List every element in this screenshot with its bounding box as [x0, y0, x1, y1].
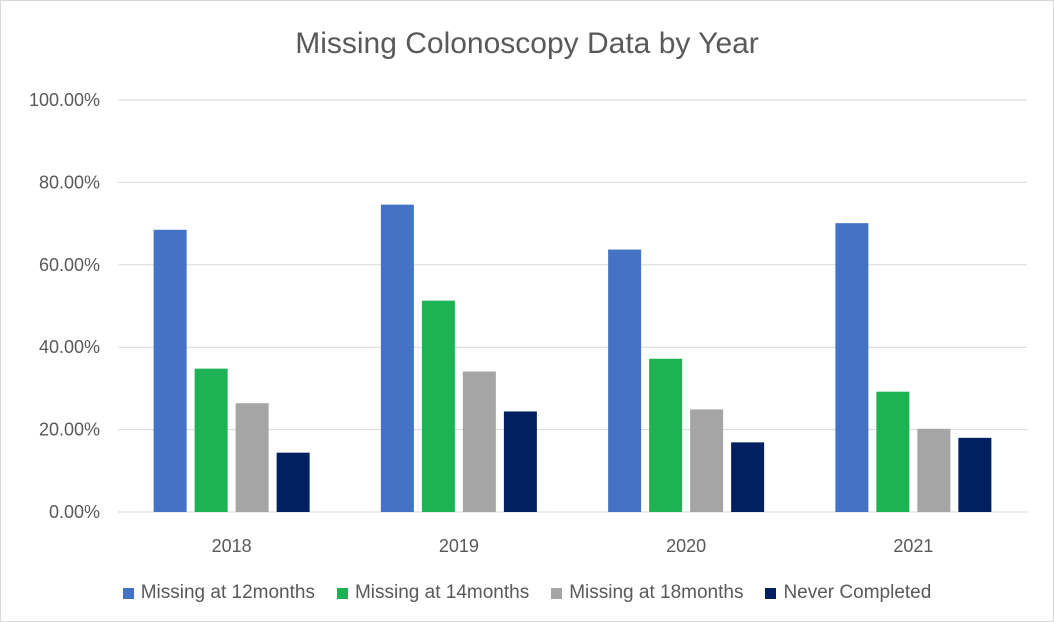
bar [876, 391, 910, 512]
legend-swatch [765, 587, 777, 599]
bar [276, 452, 310, 512]
x-tick-label: 2020 [666, 536, 706, 556]
legend-label: Missing at 14months [354, 582, 530, 603]
legend-item: Missing at 12months [122, 582, 315, 604]
y-tick-label: 80.00% [39, 172, 100, 192]
x-tick-label: 2021 [893, 536, 933, 556]
legend-label: Never Completed [783, 582, 932, 603]
legend-swatch [122, 587, 134, 599]
x-tick-label: 2018 [212, 536, 252, 556]
bar [503, 411, 537, 512]
y-tick-label: 40.00% [39, 337, 100, 357]
bar [462, 371, 496, 512]
bar [194, 368, 228, 512]
chart-legend: Missing at 12months Missing at 14months Mi… [0, 582, 1054, 604]
bar [608, 249, 642, 512]
bar [958, 437, 992, 512]
chart-title: Missing Colonoscopy Data by Year [295, 27, 759, 60]
legend-label: Missing at 18months [569, 582, 744, 603]
legend-item: Missing at 14months [336, 582, 530, 604]
y-tick-label: 0.00% [49, 502, 100, 522]
bar [917, 428, 951, 512]
y-tick-label: 60.00% [39, 255, 100, 275]
legend-item: Missing at 18months [551, 582, 743, 604]
bar [649, 358, 683, 512]
bar [380, 204, 414, 512]
legend-swatch [551, 587, 563, 599]
bar [835, 223, 869, 513]
y-tick-label: 20.00% [39, 420, 100, 440]
legend-label: Missing at 12months [140, 582, 315, 603]
bar [153, 229, 187, 512]
bar [235, 403, 269, 512]
bar [421, 300, 455, 512]
legend-swatch [336, 587, 348, 599]
x-tick-label: 2019 [439, 536, 479, 556]
legend-item: Never Completed [765, 582, 931, 604]
y-tick-label: 100.00% [29, 90, 100, 110]
bar [731, 442, 765, 512]
bar [690, 409, 724, 512]
